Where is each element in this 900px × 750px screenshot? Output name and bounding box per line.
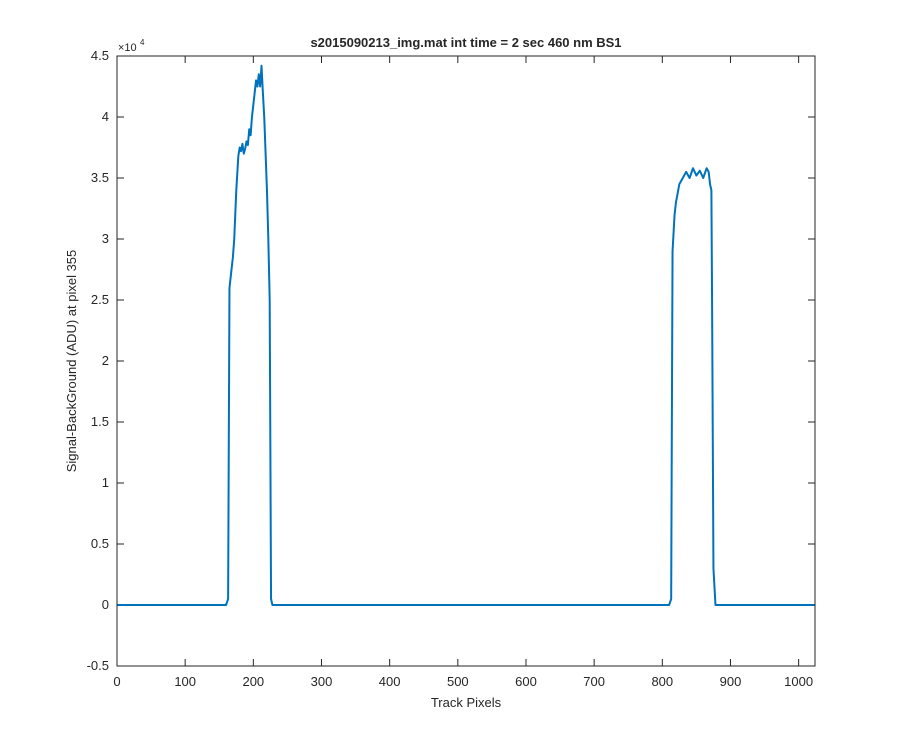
y-tick-label: 0: [102, 597, 109, 612]
x-axis-ticks: 0 100 200 300 400 500 600 700 800 900 1000: [113, 56, 813, 689]
x-tick-label: 800: [651, 674, 673, 689]
x-tick-label: 500: [447, 674, 469, 689]
x-tick-label: 700: [583, 674, 605, 689]
y-axis-ticks: -0.5 0 0.5 1 1.5 2 2.5 3 3.5 4 4.5: [87, 48, 815, 673]
x-axis-label: Track Pixels: [431, 695, 502, 710]
x-tick-label: 200: [242, 674, 264, 689]
chart-title: s2015090213_img.mat int time = 2 sec 460…: [310, 35, 621, 50]
y-multiplier-base: ×10: [118, 42, 137, 54]
y-tick-label: 3.5: [91, 170, 109, 185]
x-tick-label: 400: [379, 674, 401, 689]
x-tick-label: 0: [113, 674, 120, 689]
y-tick-label: 4.5: [91, 48, 109, 63]
y-tick-label: 4: [102, 109, 109, 124]
x-tick-label: 900: [720, 674, 742, 689]
x-tick-label: 100: [174, 674, 196, 689]
x-tick-label: 600: [515, 674, 537, 689]
y-tick-label: 0.5: [91, 536, 109, 551]
plot-frame: [116, 55, 816, 667]
x-tick-label: 1000: [784, 674, 813, 689]
y-tick-label: 3: [102, 231, 109, 246]
y-axis-label: Signal-BackGround (ADU) at pixel 355: [64, 250, 79, 473]
y-tick-label: 2: [102, 353, 109, 368]
y-tick-label: -0.5: [87, 658, 109, 673]
plot-area: [117, 56, 815, 666]
y-tick-label: 1.5: [91, 414, 109, 429]
x-tick-label: 300: [311, 674, 333, 689]
y-tick-label: 2.5: [91, 292, 109, 307]
signal-line: [117, 64, 815, 606]
y-tick-label: 1: [102, 475, 109, 490]
y-multiplier-exponent: 4: [140, 38, 145, 47]
